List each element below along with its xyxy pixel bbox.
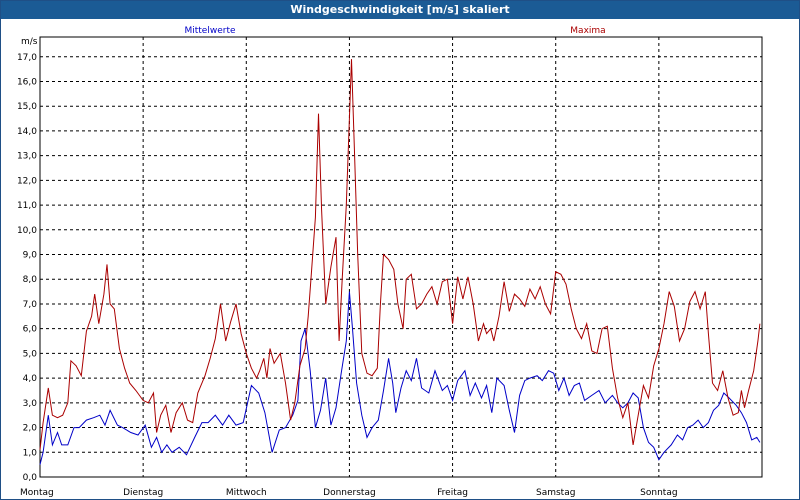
y-tick-label: 6,0	[23, 325, 38, 335]
y-tick-label: 4,0	[23, 374, 38, 384]
window-title: Windgeschwindigkeit [m/s] skaliert	[1, 1, 799, 19]
y-ticks: 0,0 1,0 2,0 3,0 4,0 5,0 6,0 7,0 8,0 9,0 10,0 11,0 12…	[17, 53, 37, 483]
y-tick-label: 10,0	[17, 226, 37, 236]
y-tick-label: 12,0	[17, 176, 37, 186]
y-tick-label: 15,0	[17, 102, 37, 112]
legend-maxima: Maxima	[570, 26, 605, 36]
y-tick-label: 1,0	[23, 448, 38, 458]
y-tick-label: 11,0	[17, 201, 37, 211]
y-tick-label: 2,0	[23, 424, 38, 434]
x-tick-day: Dienstag	[123, 488, 163, 498]
y-tick-label: 14,0	[17, 127, 37, 137]
y-tick-label: 3,0	[23, 399, 38, 409]
y-tick-label: 13,0	[17, 152, 37, 162]
y-axis-label: m/s	[21, 37, 38, 47]
series-line-maxima	[39, 59, 761, 450]
x-tick-day: Freitag	[437, 488, 468, 498]
y-tick-label: 5,0	[23, 349, 38, 359]
x-tick-day: Donnerstag	[323, 488, 376, 498]
x-tick-day: Samstag	[536, 488, 575, 498]
series-line-mittelwerte	[39, 291, 761, 465]
y-tick-label: 0,0	[23, 473, 38, 483]
y-tick-label: 7,0	[23, 300, 38, 310]
plot-area	[39, 36, 763, 478]
chart: m/s Mittelwerte Maxima 0,0 1,0 2,0 3,0 4,0 5,…	[17, 26, 763, 498]
y-tick-label: 8,0	[23, 275, 38, 285]
legend-mittelwerte: Mittelwerte	[184, 26, 235, 36]
x-ticks: Montag17.06.19Dienstag18.06.19Mittwoch19…	[20, 488, 678, 498]
y-tick-label: 17,0	[17, 53, 37, 63]
x-tick-day: Mittwoch	[226, 488, 267, 498]
y-tick-label: 16,0	[17, 77, 37, 87]
y-tick-label: 9,0	[23, 251, 38, 261]
grid-y	[40, 56, 762, 478]
x-tick-day: Montag	[20, 488, 54, 498]
x-tick-day: Sonntag	[640, 488, 677, 498]
